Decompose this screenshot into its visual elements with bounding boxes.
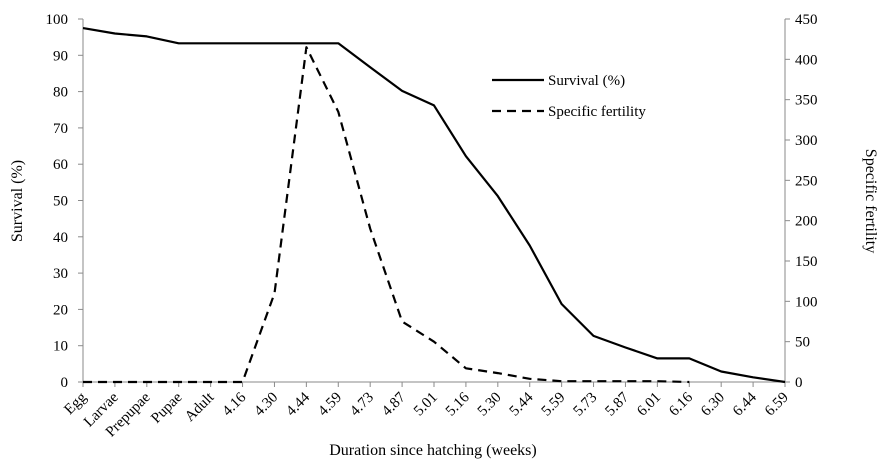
y-tick-label: 50 (53, 194, 68, 210)
legend-fertility-label: Specific fertility (548, 104, 646, 120)
y2-tick-label: 0 (795, 375, 803, 391)
x-tick-label: 4.59 (315, 390, 345, 420)
y2-tick-label: 300 (795, 133, 818, 149)
y-tick-label: 0 (61, 375, 69, 391)
axes (78, 18, 790, 387)
y2-tick-label: 400 (795, 52, 818, 68)
x-tick-label: 6.01 (634, 390, 664, 420)
x-tick-label: 4.30 (251, 390, 281, 420)
x-tick-label: 5.01 (411, 390, 441, 420)
y2-tick-label: 350 (795, 93, 818, 109)
x-tick-label: 6.59 (762, 390, 792, 420)
x-tick-label: 5.44 (507, 389, 537, 419)
x-tick-label: Adult (182, 389, 218, 425)
y2-tick-label: 450 (795, 12, 818, 28)
y-tick-label: 80 (53, 85, 68, 101)
y2-tick-label: 50 (795, 335, 810, 351)
y-axis-title: Survival (%) (9, 160, 26, 242)
y-tick-label: 60 (53, 157, 68, 173)
legend: Survival (%) Specific fertility (492, 73, 646, 120)
y2-tick-label: 100 (795, 294, 818, 310)
y-tick-label: 70 (53, 121, 68, 137)
y2-tick-label: 150 (795, 254, 818, 270)
y-tick-label: 20 (53, 302, 68, 318)
x-tick-label: 5.59 (539, 390, 569, 420)
y-tick-label: 40 (53, 230, 68, 246)
x-tick-label: 4.73 (347, 390, 377, 420)
x-tick-label: 5.73 (570, 390, 600, 420)
fertility-line (83, 46, 690, 384)
y-tick-label: 30 (53, 266, 68, 282)
x-tick-label: 4.16 (219, 389, 249, 419)
y2-axis-title: Specific fertility (862, 149, 877, 253)
x-tick-label: 6.16 (666, 389, 696, 419)
y-tick-label: 100 (46, 12, 69, 28)
legend-survival-label: Survival (%) (548, 73, 625, 89)
x-tick-label: 4.87 (379, 389, 409, 419)
y-tick-label: 90 (53, 48, 68, 64)
survival-line (82, 27, 786, 384)
tick-labels: 0 10 20 30 40 50 60 70 80 90 100 0 50 100 150 200 250 300… (46, 12, 818, 440)
series-lines (82, 27, 786, 384)
y2-tick-label: 250 (795, 173, 818, 189)
x-tick-label: 5.16 (443, 389, 473, 419)
x-tick-label: 6.44 (730, 389, 760, 419)
x-tick-label: 6.30 (698, 390, 728, 420)
y-tick-label: 10 (53, 339, 68, 355)
x-tick-label: 5.87 (602, 389, 632, 419)
y2-tick-label: 200 (795, 214, 818, 230)
x-axis-title: Duration since hatching (weeks) (329, 442, 536, 459)
x-tick-label: Pupae (148, 389, 185, 426)
x-tick-label: 4.44 (283, 389, 313, 419)
x-tick-label: 5.30 (475, 390, 505, 420)
